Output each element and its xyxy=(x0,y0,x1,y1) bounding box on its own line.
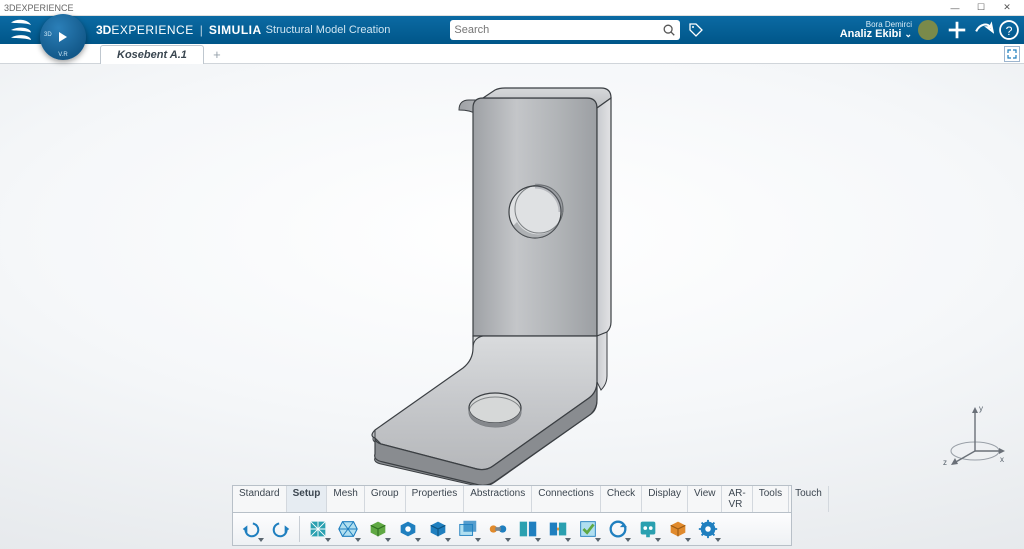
update-button[interactable] xyxy=(604,515,632,543)
compass-3d-label: 3D xyxy=(44,32,52,38)
section-button[interactable] xyxy=(364,515,392,543)
mesh-part-button[interactable] xyxy=(334,515,362,543)
fullscreen-button[interactable] xyxy=(1004,46,1020,62)
fem-setup-button[interactable] xyxy=(304,515,332,543)
toolbar-tab-tools[interactable]: Tools xyxy=(753,486,789,512)
user-block[interactable]: Bora Demirci Analiz Ekibi⌄ xyxy=(840,21,912,40)
toolbar-tab-setup[interactable]: Setup xyxy=(287,486,328,512)
close-button[interactable]: ✕ xyxy=(994,1,1020,15)
compass-button[interactable]: 3D V.R xyxy=(40,14,86,60)
toolbar-tab-properties[interactable]: Properties xyxy=(406,486,465,512)
maximize-button[interactable]: ☐ xyxy=(968,1,994,15)
connection-button[interactable] xyxy=(484,515,512,543)
orientation-triad[interactable]: y x z xyxy=(940,399,1010,469)
brand-subtitle: Structural Model Creation xyxy=(266,24,391,36)
model-bracket xyxy=(345,82,665,502)
toolbar-tab-ar-vr[interactable]: AR-VR xyxy=(722,486,752,512)
toolbar-tab-display[interactable]: Display xyxy=(642,486,688,512)
search-input[interactable] xyxy=(454,24,662,36)
toolbar-tab-abstractions[interactable]: Abstractions xyxy=(464,486,532,512)
assistant-button[interactable] xyxy=(634,515,662,543)
triad-x: x xyxy=(1000,455,1004,464)
box-tool-button[interactable] xyxy=(664,515,692,543)
material-button[interactable] xyxy=(394,515,422,543)
os-titlebar: 3DEXPERIENCE — ☐ ✕ xyxy=(0,0,1024,16)
document-tab[interactable]: Kosebent A.1 xyxy=(100,45,204,64)
toolbar-tab-check[interactable]: Check xyxy=(601,486,642,512)
action-toolbar: StandardSetupMeshGroupPropertiesAbstract… xyxy=(232,485,792,546)
viewport-3d[interactable]: y x z StandardSetupMeshGroupPropertiesAb… xyxy=(0,64,1024,549)
shell-button[interactable] xyxy=(454,515,482,543)
brand-block: 3DEXPERIENCE | SIMULIA Structural Model … xyxy=(96,23,390,37)
ds-logo-icon[interactable] xyxy=(6,18,36,42)
brand-3d: 3D xyxy=(96,23,111,37)
minimize-button[interactable]: — xyxy=(942,1,968,15)
window-title: 3DEXPERIENCE xyxy=(4,3,74,13)
toolbar-body xyxy=(232,512,792,546)
settings-button[interactable] xyxy=(694,515,722,543)
brand-experience: EXPERIENCE xyxy=(111,23,193,37)
tag-icon[interactable] xyxy=(688,22,704,38)
tab-label: Kosebent A.1 xyxy=(117,49,187,61)
toolbar-tab-connections[interactable]: Connections xyxy=(532,486,601,512)
triad-y: y xyxy=(979,404,983,413)
contact-button[interactable] xyxy=(514,515,542,543)
toolbar-tab-view[interactable]: View xyxy=(688,486,723,512)
avatar[interactable] xyxy=(918,20,938,40)
team-name: Analiz Ekibi xyxy=(840,29,902,40)
triad-z: z xyxy=(943,458,947,467)
search-box[interactable] xyxy=(450,20,680,40)
search-icon[interactable] xyxy=(662,23,676,37)
share-button[interactable] xyxy=(972,19,994,41)
chevron-down-icon: ⌄ xyxy=(904,30,912,39)
add-button[interactable] xyxy=(946,19,968,41)
redo-button[interactable] xyxy=(267,515,295,543)
property-button[interactable] xyxy=(424,515,452,543)
toolbar-tab-mesh[interactable]: Mesh xyxy=(327,486,364,512)
toolbar-tab-standard[interactable]: Standard xyxy=(233,486,287,512)
document-tabstrip: Kosebent A.1 + xyxy=(0,44,1024,64)
brand-simulia: SIMULIA xyxy=(209,23,262,37)
toolbar-tab-group[interactable]: Group xyxy=(365,486,406,512)
new-tab-button[interactable]: + xyxy=(208,45,226,63)
help-button[interactable]: ? xyxy=(998,19,1020,41)
tie-button[interactable] xyxy=(544,515,572,543)
check-button[interactable] xyxy=(574,515,602,543)
toolbar-tab-touch[interactable]: Touch xyxy=(789,486,829,512)
compass-vr-label: V.R xyxy=(40,52,86,58)
undo-button[interactable] xyxy=(237,515,265,543)
toolbar-tabs: StandardSetupMeshGroupPropertiesAbstract… xyxy=(232,485,792,512)
svg-text:?: ? xyxy=(1006,24,1013,38)
app-header: 3D V.R 3DEXPERIENCE | SIMULIA Structural… xyxy=(0,16,1024,44)
